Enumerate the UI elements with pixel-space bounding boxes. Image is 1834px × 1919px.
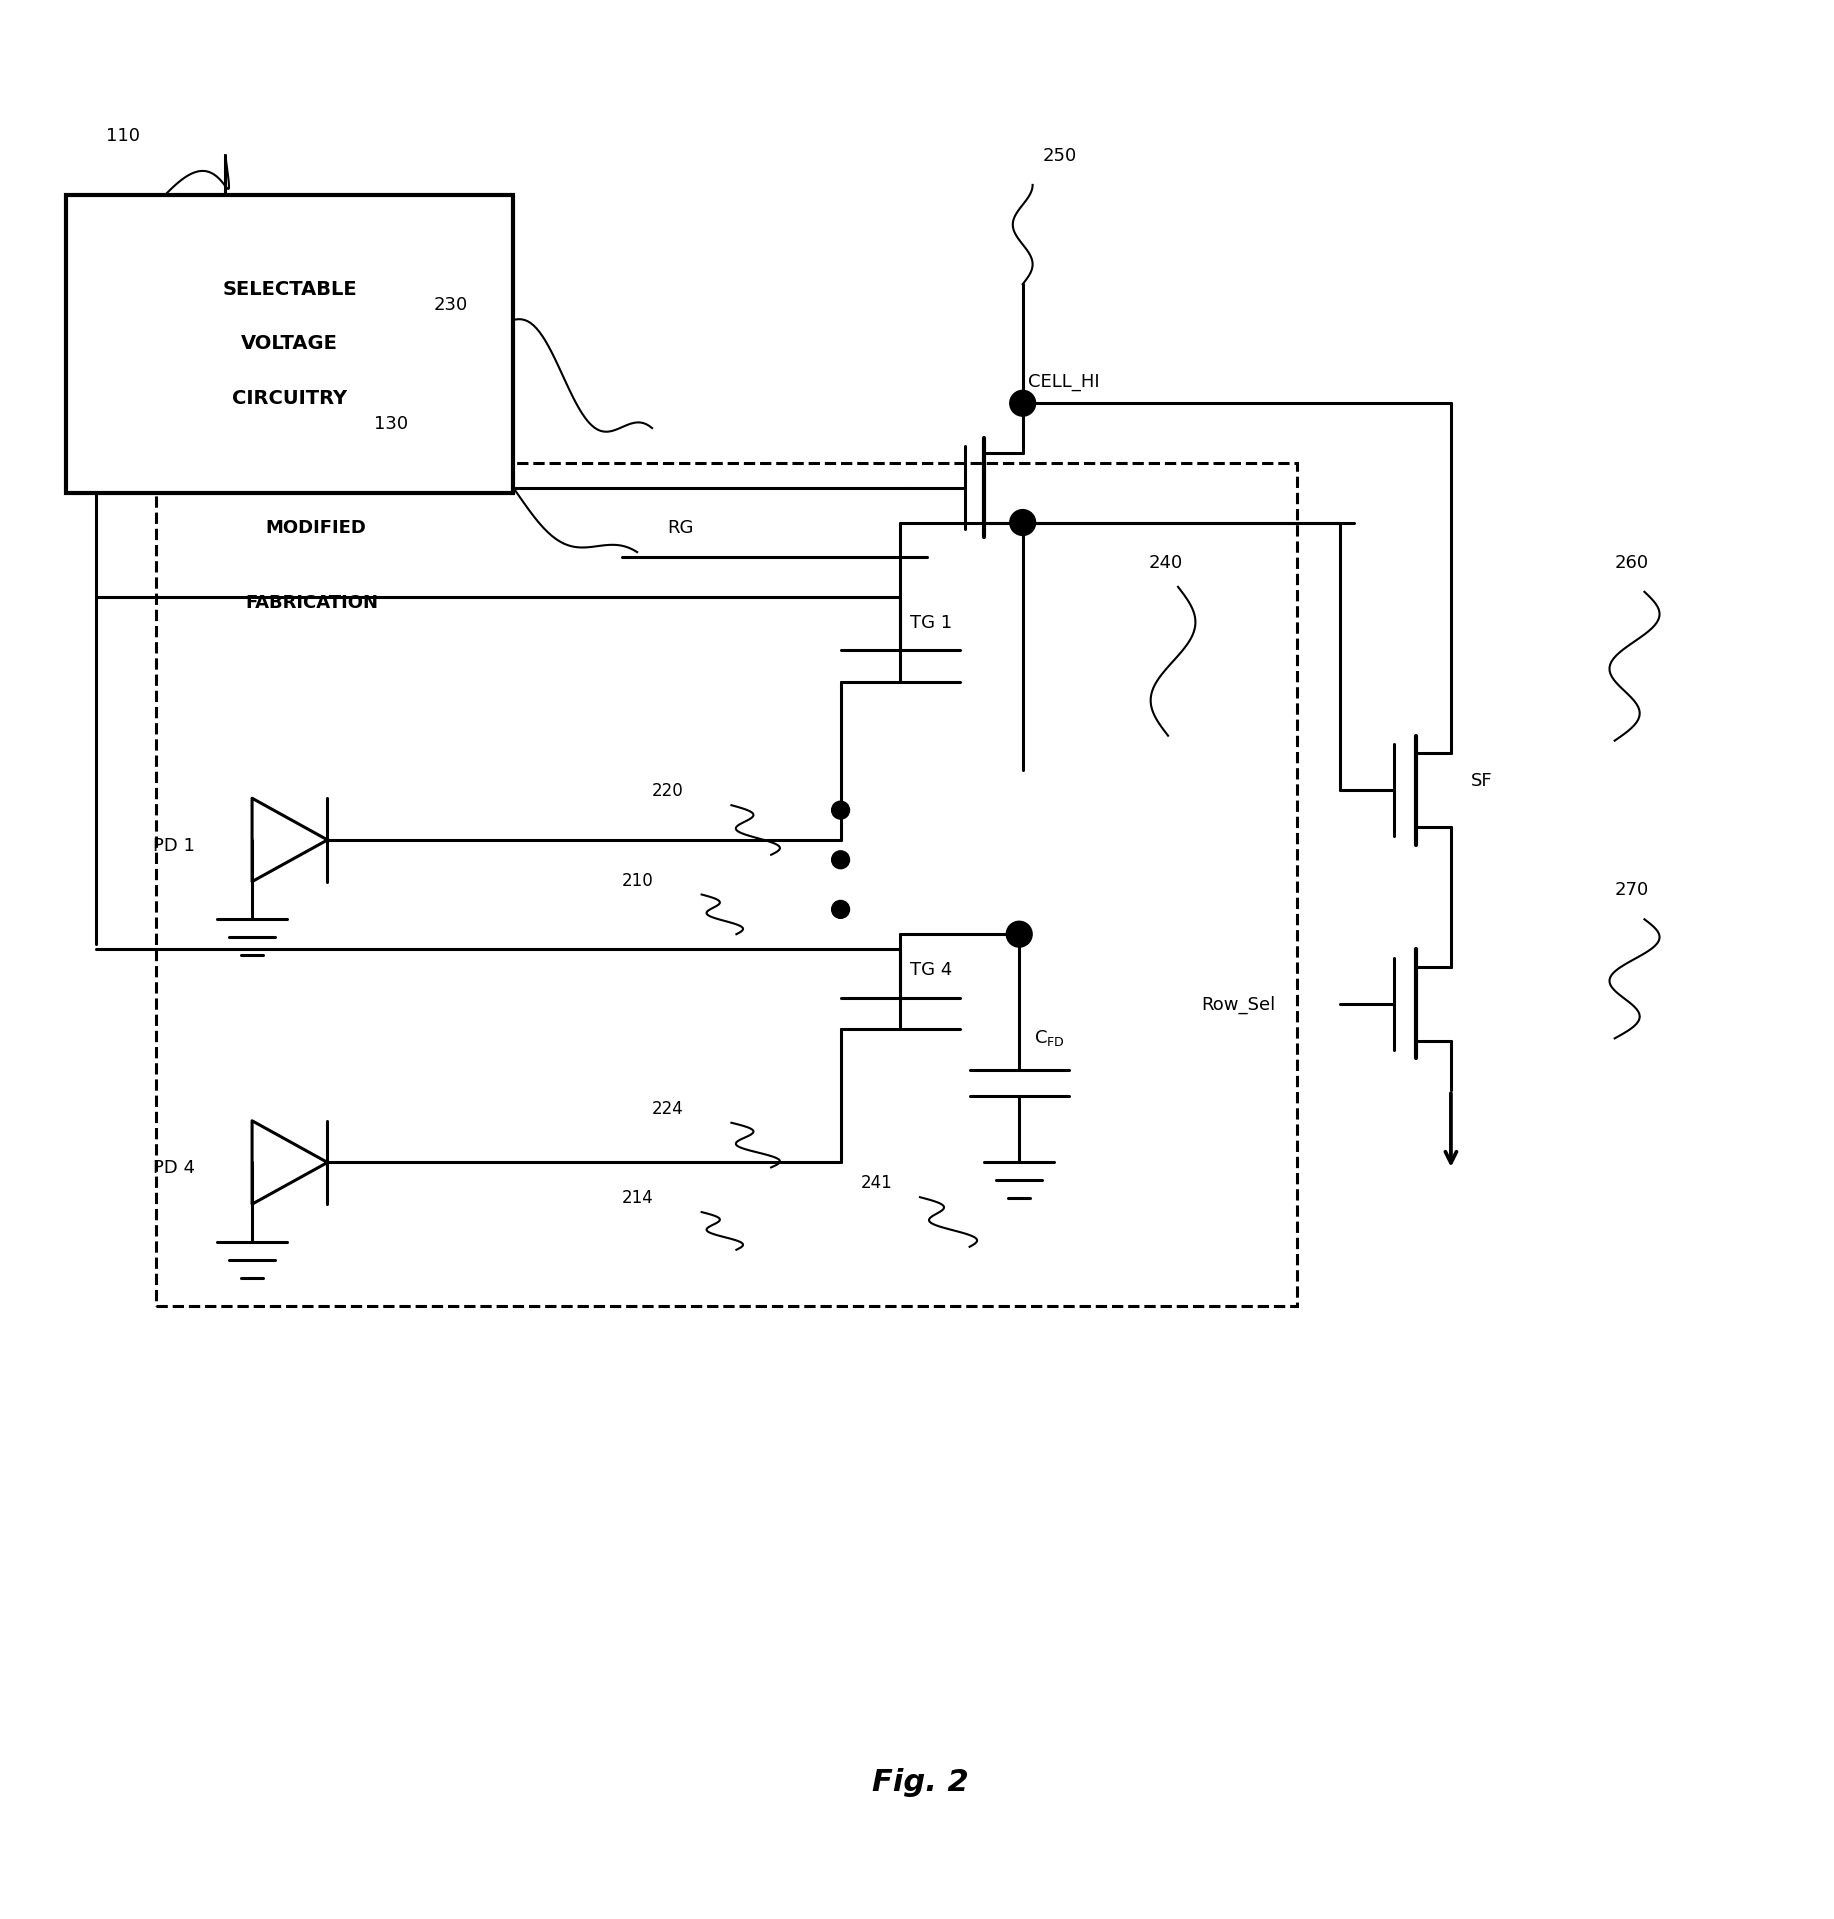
Text: 224: 224 — [653, 1100, 684, 1117]
Text: 214: 214 — [622, 1190, 655, 1207]
Circle shape — [1007, 921, 1033, 948]
Text: 230: 230 — [433, 296, 468, 315]
Text: 130: 130 — [374, 415, 409, 434]
Text: 110: 110 — [106, 127, 139, 146]
Text: RG: RG — [668, 520, 693, 537]
Text: TG 4: TG 4 — [910, 961, 952, 979]
Text: PD 4: PD 4 — [152, 1159, 194, 1178]
Text: 270: 270 — [1614, 881, 1649, 900]
Circle shape — [831, 802, 849, 819]
Text: Fig. 2: Fig. 2 — [871, 1767, 968, 1798]
Text: TG 1: TG 1 — [910, 614, 952, 631]
Text: MODIFIED: MODIFIED — [264, 520, 365, 537]
Bar — [66, 196, 514, 493]
Circle shape — [1011, 390, 1036, 416]
Text: SF: SF — [1471, 771, 1493, 791]
Text: 240: 240 — [1148, 555, 1183, 572]
Text: 260: 260 — [1614, 555, 1649, 572]
Bar — [156, 462, 1297, 1307]
Text: 220: 220 — [653, 783, 684, 800]
Text: PD 1: PD 1 — [152, 837, 194, 854]
Text: 241: 241 — [860, 1174, 891, 1192]
Text: CELL_HI: CELL_HI — [1027, 374, 1099, 391]
Text: C$_{\mathsf{FD}}$: C$_{\mathsf{FD}}$ — [1034, 1029, 1066, 1048]
Text: 210: 210 — [622, 871, 655, 890]
Text: FABRICATION: FABRICATION — [246, 593, 378, 612]
Text: SELECTABLE: SELECTABLE — [222, 280, 358, 299]
Text: VOLTAGE: VOLTAGE — [242, 334, 337, 353]
Circle shape — [831, 900, 849, 919]
Text: Row_Sel: Row_Sel — [1201, 996, 1275, 1013]
Circle shape — [831, 850, 849, 869]
Text: 250: 250 — [1042, 148, 1077, 165]
Circle shape — [1011, 510, 1036, 535]
Text: CIRCUITRY: CIRCUITRY — [233, 390, 347, 407]
